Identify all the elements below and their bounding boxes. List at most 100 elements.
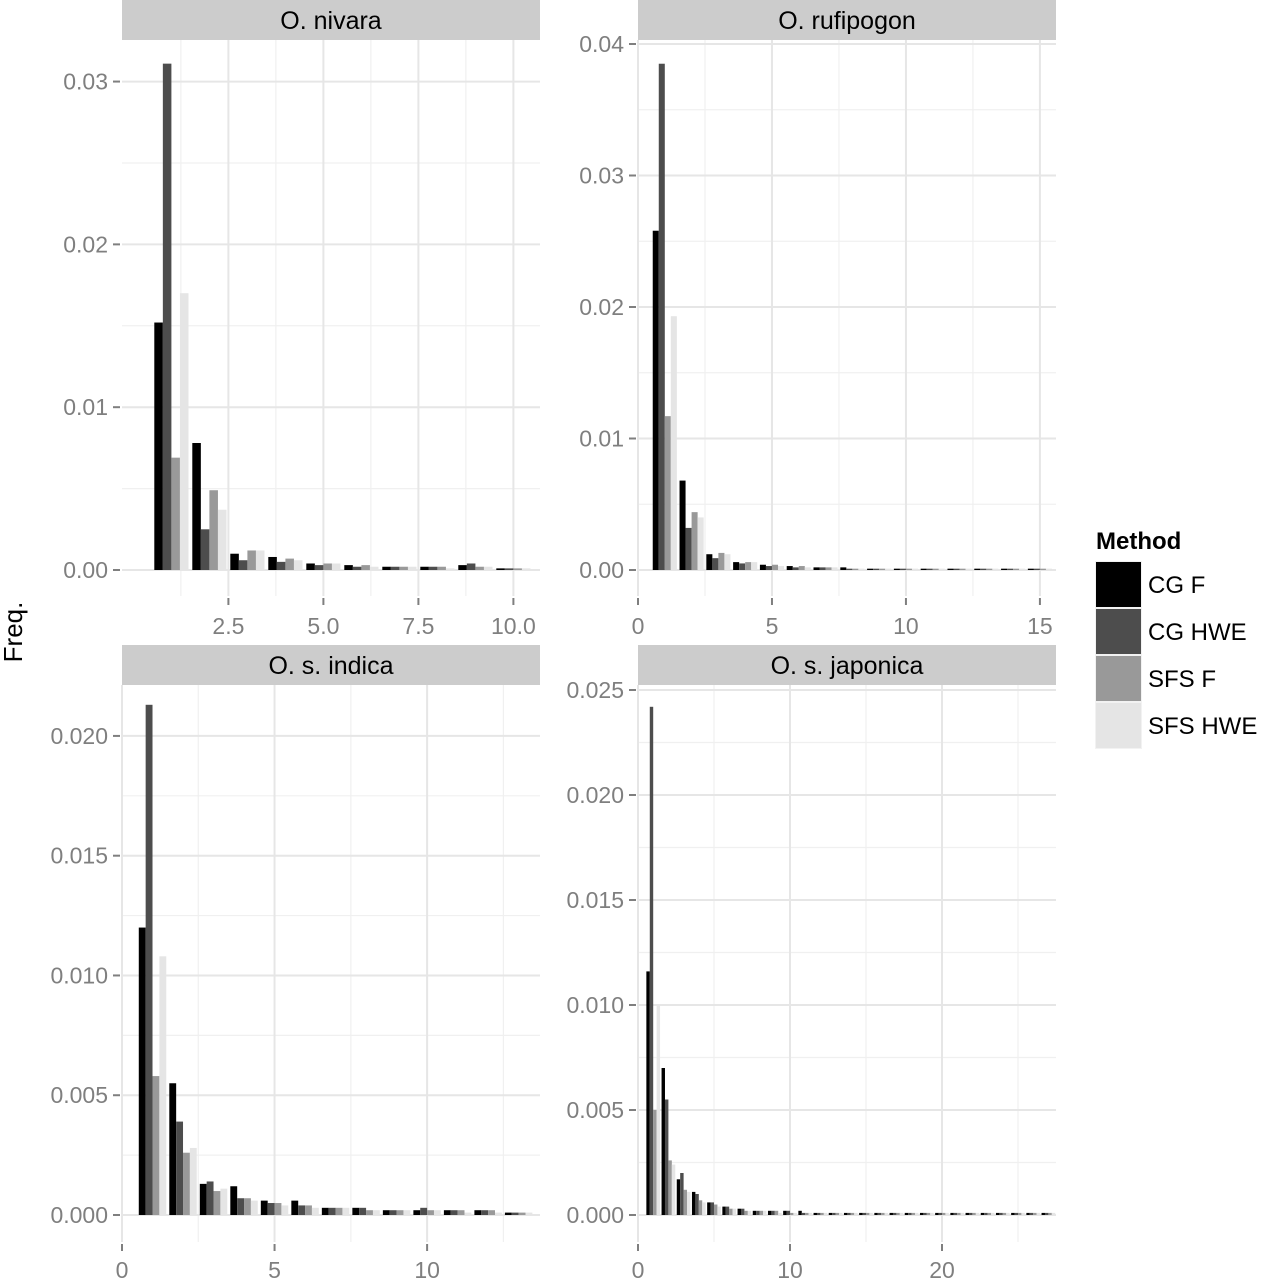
y-tick-label: 0.03 <box>63 69 108 95</box>
bar-cg-hwe <box>481 1210 489 1215</box>
bar-sfs-hwe <box>839 1212 843 1215</box>
x-tick-label: 2.5 <box>212 613 244 639</box>
facet-title: O. s. indica <box>268 652 393 680</box>
y-tick-label: 0.02 <box>63 231 108 257</box>
bar-cg-f <box>786 566 793 570</box>
bar-cg-hwe <box>658 63 665 570</box>
bar-cg-hwe <box>238 560 248 570</box>
bar-cg-f <box>947 568 954 570</box>
bar-cg-hwe <box>511 1212 519 1215</box>
bar-cg-hwe <box>908 1212 912 1215</box>
bar-cg-hwe <box>450 1210 458 1215</box>
bar-cg-f <box>691 1191 696 1215</box>
bar-sfs-hwe <box>220 1188 228 1215</box>
bar-cg-f <box>893 568 900 570</box>
bar-cg-hwe <box>899 568 906 570</box>
bar-cg-hwe <box>938 1212 942 1215</box>
bar-sfs-hwe <box>869 1212 873 1215</box>
bar-sfs-hwe <box>930 1212 934 1215</box>
bar-sfs-hwe <box>1036 1212 1041 1215</box>
bar-cg-f <box>260 1200 268 1215</box>
bar-cg-f <box>904 1212 909 1215</box>
bar-cg-hwe <box>359 1207 367 1215</box>
bar-cg-hwe <box>712 558 719 570</box>
facet-title: O. s. japonica <box>771 652 924 680</box>
bar-sfs-hwe <box>823 1212 828 1215</box>
bar-cg-f <box>867 568 874 570</box>
bar-sfs-f <box>152 1076 160 1215</box>
bar-sfs-hwe <box>494 1212 502 1215</box>
bar-cg-f <box>321 1207 329 1215</box>
bar-sfs-hwe <box>687 1191 691 1215</box>
bar-cg-hwe <box>1044 1212 1049 1215</box>
bar-cg-hwe <box>816 1212 821 1215</box>
y-tick-label: 0.025 <box>566 677 624 703</box>
bar-sfs-hwe <box>433 1210 441 1215</box>
bar-cg-f <box>1011 1212 1015 1215</box>
bar-cg-hwe <box>984 1212 988 1215</box>
x-tick-label: 0 <box>632 613 645 639</box>
bar-cg-f <box>504 1212 512 1215</box>
bar-sfs-hwe <box>1006 1212 1010 1215</box>
facet-title: O. rufipogon <box>778 7 916 35</box>
bar-sfs-f <box>729 1208 733 1215</box>
bar-sfs-hwe <box>751 562 758 570</box>
bar-cg-f <box>995 1212 1000 1215</box>
bar-cg-f <box>722 1206 726 1215</box>
y-tick-label: 0.03 <box>579 163 624 189</box>
bar-sfs-f <box>683 1189 688 1215</box>
bar-sfs-f <box>987 1212 992 1215</box>
bar-sfs-f <box>209 490 218 570</box>
bar-cg-hwe <box>206 1181 214 1215</box>
facet-title: O. nivara <box>280 7 382 35</box>
bar-cg-hwe <box>999 1212 1003 1215</box>
bar-cg-hwe <box>428 566 438 570</box>
bar-cg-f <box>798 1210 802 1215</box>
bar-sfs-f <box>361 565 370 570</box>
bar-cg-hwe <box>953 1212 958 1215</box>
bar-sfs-f <box>518 1212 526 1215</box>
bar-cg-f <box>889 1212 893 1215</box>
bar-cg-hwe <box>819 567 826 570</box>
bar-sfs-hwe <box>778 1212 782 1215</box>
bar-cg-f <box>192 443 201 570</box>
bar-cg-f <box>230 553 239 570</box>
bar-sfs-f <box>1048 1212 1052 1215</box>
bar-cg-hwe <box>1029 1212 1034 1215</box>
bar-sfs-f <box>852 568 859 570</box>
bar-sfs-hwe <box>702 1202 706 1215</box>
x-tick-label: 20 <box>929 1257 955 1280</box>
bar-cg-hwe <box>276 561 286 570</box>
legend: Method CG F CG HWE SFS F SFS HWE <box>1095 528 1257 749</box>
bar-cg-f <box>733 562 740 570</box>
bar-cg-f <box>474 1210 482 1215</box>
bar-cg-f <box>352 1207 360 1215</box>
bar-sfs-hwe <box>945 1212 949 1215</box>
bar-sfs-f <box>285 558 294 570</box>
bar-sfs-f <box>959 568 966 570</box>
bar-cg-f <box>169 1083 177 1215</box>
x-tick-label: 5 <box>766 613 779 639</box>
legend-key <box>1096 562 1141 607</box>
y-tick-label: 0.010 <box>50 962 108 988</box>
bar-sfs-f <box>488 1210 495 1215</box>
panel-background <box>122 40 540 596</box>
bar-sfs-hwe <box>697 517 704 570</box>
panel-3: O. s. indica 0.000 0.005 0.010 0.015 0.020 0 5 1… <box>50 645 540 1280</box>
panel-1: O. nivara 0.00 0.01 0.02 0.03 2.5 5.0 7.5 10.0 <box>63 0 540 639</box>
bar-cg-f <box>706 554 713 570</box>
bar-cg-f <box>920 568 927 570</box>
bar-sfs-f <box>986 568 993 570</box>
bar-cg-f <box>199 1183 207 1215</box>
bar-cg-hwe <box>420 1207 428 1215</box>
bar-cg-hwe <box>389 1210 397 1215</box>
bar-cg-hwe <box>237 1198 245 1215</box>
bar-cg-f <box>980 1212 985 1215</box>
legend-label: CG HWE <box>1148 619 1247 646</box>
bar-cg-hwe <box>786 1210 790 1215</box>
bar-sfs-hwe <box>1051 1212 1056 1215</box>
bar-cg-hwe <box>710 1202 714 1215</box>
bar-sfs-f <box>866 1212 870 1215</box>
y-tick-label: 0.005 <box>50 1082 108 1108</box>
